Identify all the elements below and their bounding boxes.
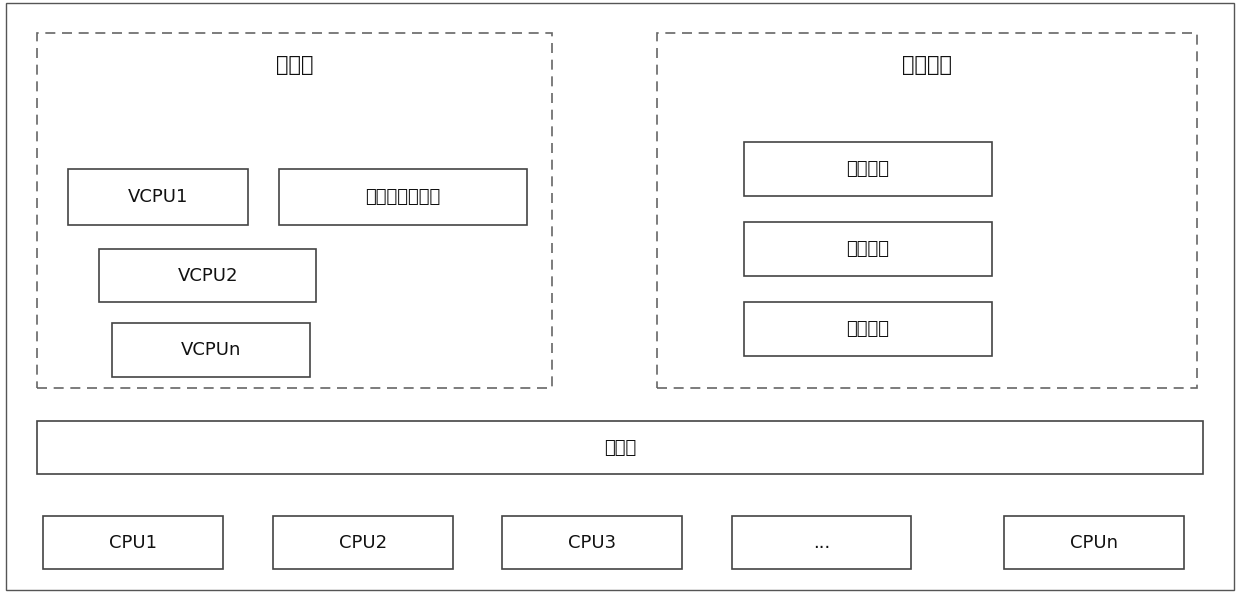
Bar — [744, 302, 992, 356]
Bar — [37, 421, 1203, 474]
Text: CPU3: CPU3 — [568, 534, 616, 551]
Bar — [732, 516, 911, 569]
Text: 调度器: 调度器 — [604, 439, 636, 457]
Bar — [502, 516, 682, 569]
Bar — [68, 169, 248, 225]
Bar — [37, 33, 552, 388]
Text: VCPU2: VCPU2 — [177, 267, 238, 285]
Bar — [99, 249, 316, 302]
Text: VCPU1: VCPU1 — [128, 188, 188, 206]
Text: 内核进程: 内核进程 — [847, 320, 889, 338]
Text: 主机进程: 主机进程 — [901, 55, 952, 75]
Bar — [43, 516, 223, 569]
Text: 监控进程: 监控进程 — [847, 240, 889, 258]
Bar — [657, 33, 1197, 388]
Text: CPUn: CPUn — [1070, 534, 1118, 551]
Bar — [744, 142, 992, 196]
Text: CPU1: CPU1 — [109, 534, 157, 551]
Text: 代理进程: 代理进程 — [847, 160, 889, 178]
Text: VCPUn: VCPUn — [181, 341, 241, 359]
Bar — [279, 169, 527, 225]
Bar — [112, 323, 310, 377]
Bar — [273, 516, 453, 569]
Text: CPU2: CPU2 — [339, 534, 387, 551]
Bar — [1004, 516, 1184, 569]
Text: 虚拟机辅助进程: 虚拟机辅助进程 — [366, 188, 440, 206]
Text: 虚拟机: 虚拟机 — [275, 55, 314, 75]
Bar — [744, 222, 992, 276]
Text: ...: ... — [813, 534, 830, 551]
